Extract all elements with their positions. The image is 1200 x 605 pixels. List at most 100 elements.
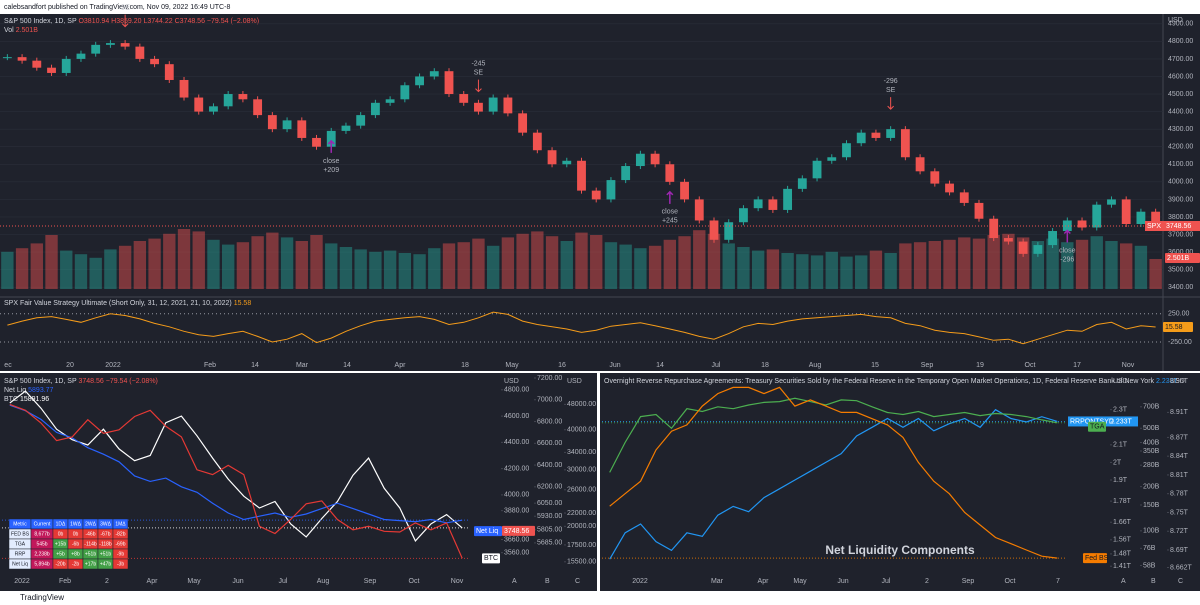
candle [532, 132, 542, 151]
y-tick-label: 30000.00 [567, 467, 596, 474]
volume-bar [398, 253, 412, 289]
volume-bar [781, 253, 794, 289]
annotation-label: +209 [323, 167, 339, 174]
candle [150, 58, 159, 65]
candle [724, 222, 734, 240]
indicator-legend: SPX Fair Value Strategy Ultimate (Short … [4, 300, 251, 307]
annotation-note: SE [474, 69, 484, 76]
y-tick-label: 1.66T [1113, 519, 1132, 526]
y-tick-label: 3900.00 [1168, 196, 1193, 203]
y-tick-label: 8.87T [1170, 434, 1189, 441]
price-badge-label: 3748.56 [1166, 223, 1191, 230]
candle [444, 71, 454, 95]
candle [17, 57, 27, 61]
volume-bar [575, 232, 588, 289]
chart-legend: S&P 500 Index, 1D, SP O3810.94 H3859.20 … [4, 18, 259, 25]
x-tick-label: Sep [364, 578, 377, 585]
candle [238, 94, 248, 100]
volume-bar [1002, 233, 1015, 289]
volume-bar [457, 242, 470, 289]
volume-bar [619, 244, 632, 289]
price-badge-label: BTC [484, 555, 498, 562]
y-tick-label: 22000.00 [567, 510, 596, 517]
axis-letter: A [512, 578, 517, 585]
price-badge-label: 15.58 [1165, 324, 1183, 331]
volume-legend: Vol 2.501B [4, 27, 38, 34]
indicator-title: SPX Fair Value Strategy Ultimate (Short … [4, 300, 232, 307]
y-tick-label: 8.84T [1170, 453, 1189, 460]
chart-title: Overnight Reverse Repurchase Agreements:… [604, 378, 1155, 385]
candle [694, 199, 704, 221]
volume-bar [972, 238, 986, 289]
y-tick-label: 15500.00 [567, 559, 596, 566]
y-tick-label: 76B [1143, 545, 1156, 552]
candle [1107, 199, 1116, 205]
candle [120, 43, 130, 47]
published-note: calebsandfort published on TradingView.c… [4, 4, 230, 11]
price-badge [1068, 416, 1138, 427]
candle [650, 153, 660, 165]
volume-bar [751, 250, 765, 289]
candle [1121, 199, 1131, 224]
volume-bar [45, 235, 58, 289]
table-cell [112, 558, 129, 570]
candle [768, 199, 778, 210]
volume-bar [766, 249, 780, 289]
candle [547, 150, 557, 165]
y-tick-label: 3560.00 [504, 550, 529, 557]
y-tick-label: 4800.00 [504, 387, 529, 394]
table-text: +15b [55, 541, 66, 547]
volume-bar [707, 233, 721, 289]
candle [900, 129, 910, 158]
candle [665, 164, 675, 182]
x-tick-label: Feb [59, 578, 71, 585]
chart-legend: Net Liq 5893.77 [4, 387, 54, 394]
brand: TradingView [20, 593, 64, 602]
y-tick-label: 7000.00 [537, 397, 562, 404]
price-badge [1163, 322, 1193, 333]
volume-bar [104, 249, 117, 289]
volume-bar [133, 241, 147, 289]
y-tick-label: 500B [1143, 425, 1160, 432]
series-value: 3748.56 [78, 378, 103, 385]
volume-bar [634, 248, 647, 289]
candle [32, 60, 42, 68]
annotation-note: SE [886, 87, 896, 94]
volume-bar [30, 243, 43, 289]
x-tick-label: Apr [395, 362, 407, 369]
volume-bar [472, 238, 485, 289]
x-tick-label: May [505, 362, 519, 369]
series-value: 5893.77 [28, 387, 53, 394]
volume-bar [693, 230, 706, 289]
candle [105, 43, 115, 45]
x-tick-label: Aug [317, 578, 330, 585]
volume-bar [1105, 241, 1118, 289]
table-text: 8,677b [34, 531, 50, 537]
candle [253, 99, 263, 116]
y-tick-label: 40000.00 [567, 427, 596, 434]
candle [974, 202, 984, 219]
price-badge-label: 3748.56 [504, 528, 529, 535]
table-text: Current [34, 521, 51, 527]
volume-bar [74, 254, 88, 289]
price-badge-label: Net Liq [476, 528, 498, 535]
volume-bar [663, 239, 677, 289]
y-tick-label: 6050.00 [537, 500, 562, 507]
x-tick-label: 14 [343, 362, 351, 369]
price-badge-label: 2.501B [1167, 255, 1190, 262]
volume-bar [369, 251, 382, 289]
axis-letter: B [545, 578, 550, 585]
volume-bar [1090, 236, 1103, 289]
series-name: S&P 500 Index, 1D, SP [4, 378, 77, 385]
x-tick-label: 15 [871, 362, 879, 369]
y-tick-label: 3600.00 [1168, 249, 1193, 256]
candle [194, 97, 204, 112]
price-badge [1165, 253, 1200, 263]
candle [209, 106, 218, 112]
volume-bar [89, 257, 102, 289]
volume-bar [60, 250, 73, 289]
x-tick-label: Mar [711, 578, 724, 585]
chart-title: S&P 500 Index, 1D, SP [4, 18, 77, 25]
table-text: +51b [85, 551, 96, 557]
x-tick-label: 14 [656, 362, 664, 369]
